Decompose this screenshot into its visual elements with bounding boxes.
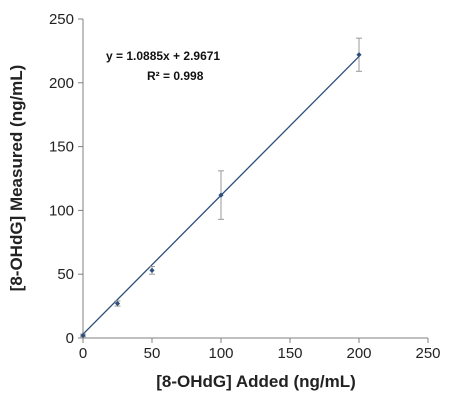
data-point [218, 192, 224, 198]
x-tick-label: 50 [144, 345, 161, 362]
x-tick-label: 100 [208, 345, 233, 362]
trendline-equation: y = 1.0885x + 2.9671 [106, 49, 220, 63]
y-tick-label: 100 [49, 202, 74, 219]
y-axis-ticks: 0 50 100 150 200 250 [49, 11, 83, 347]
data-points [80, 52, 362, 339]
error-bars [80, 37, 362, 338]
y-tick-label: 250 [49, 11, 74, 28]
y-tick-label: 0 [66, 330, 74, 347]
x-tick-label: 0 [79, 345, 87, 362]
x-tick-label: 250 [415, 345, 440, 362]
data-point [80, 332, 86, 339]
data-point [356, 52, 362, 58]
x-tick-label: 200 [346, 345, 371, 362]
x-tick-label: 150 [277, 345, 302, 362]
y-axis-title: [8-OHdG] Measured (ng/mL) [7, 65, 26, 292]
x-axis-title: [8-OHdG] Added (ng/mL) [156, 372, 356, 391]
data-point [149, 267, 155, 273]
y-tick-label: 150 [49, 139, 74, 156]
y-tick-label: 200 [49, 75, 74, 92]
data-point [114, 300, 121, 307]
r-squared-label: R² = 0.998 [147, 69, 204, 83]
x-axis-ticks: 0 50 100 150 200 250 [79, 338, 441, 362]
y-tick-label: 50 [57, 266, 74, 283]
